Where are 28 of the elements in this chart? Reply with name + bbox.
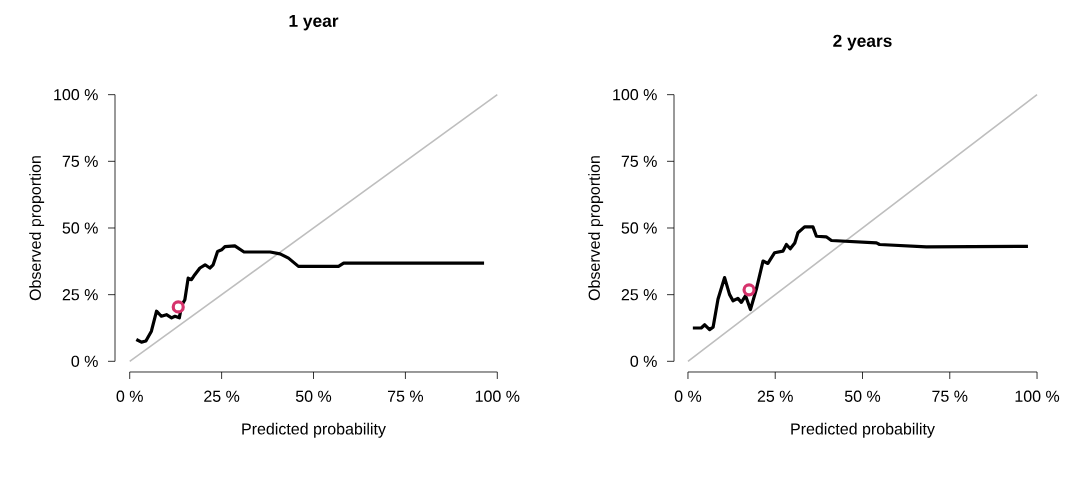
x-tick-label: 50 % <box>844 390 881 402</box>
y-tick-label: 75 % <box>62 155 98 167</box>
y-tick-label: 100 % <box>54 89 98 101</box>
y-tick-label: 75 % <box>621 155 657 167</box>
y-tick-label: 0 % <box>630 355 657 367</box>
line-series <box>134 244 486 344</box>
x-tick-label: 25 % <box>757 390 793 402</box>
y-axis-title: Observed proportion <box>29 156 45 301</box>
x-tick-label: 0 % <box>674 390 702 402</box>
x-tick-label: 0 % <box>116 390 143 402</box>
y-tick-label: 25 % <box>621 289 657 301</box>
y-tick-label: 25 % <box>62 289 98 301</box>
x-tick-label: 75 % <box>387 390 424 402</box>
x-tick-label: 25 % <box>204 390 240 402</box>
y-axis-title: Observed proportion <box>588 156 604 301</box>
y-tick-label: 50 % <box>62 222 98 234</box>
x-tick-label: 100 % <box>1015 390 1060 402</box>
x-tick-label: 50 % <box>295 390 332 402</box>
chart-title: 2 years <box>833 34 892 51</box>
x-tick-label: 75 % <box>932 390 968 402</box>
y-tick-label: 0 % <box>71 355 98 367</box>
x-tick-label: 100 % <box>475 390 520 402</box>
y-tick-label: 100 % <box>613 89 657 101</box>
line-series <box>691 225 1030 332</box>
y-tick-label: 50 % <box>621 222 657 234</box>
chart-title: 1 year <box>289 14 339 31</box>
x-axis-title: Predicted probability <box>791 422 935 438</box>
x-axis-title: Predicted probability <box>242 422 386 438</box>
